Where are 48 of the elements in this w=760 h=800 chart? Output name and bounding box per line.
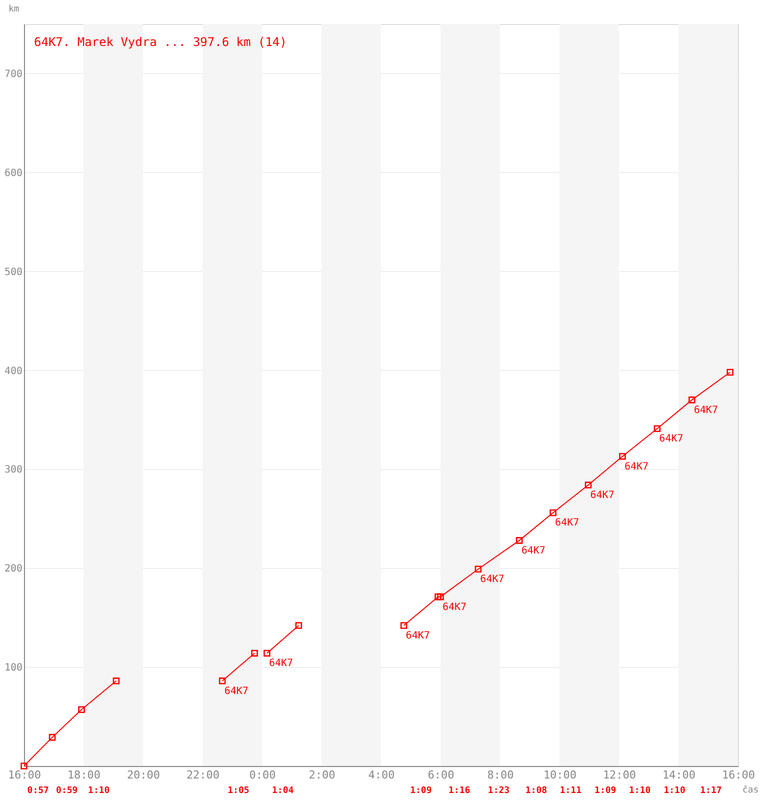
x-axis-title: čas xyxy=(742,784,759,796)
text: 1:17 xyxy=(700,786,722,796)
y-tick-label: 200 xyxy=(4,564,22,575)
y-tick-label: 700 xyxy=(4,68,22,80)
text: 64K7. Marek Vydra ... 397.6 km (14) xyxy=(34,35,287,49)
annotation: 64K7 xyxy=(590,490,614,502)
annotation: 64K7 xyxy=(694,404,718,416)
text: 0:59 xyxy=(56,786,78,796)
annotation: 64K7 xyxy=(521,545,546,556)
annotation: 64K7 xyxy=(224,686,248,697)
text: 1:16 xyxy=(448,786,470,796)
x-tick-label: 0:00 xyxy=(249,768,276,782)
x-tick-label: 8:00 xyxy=(487,768,514,782)
x-tick-label: 12:00 xyxy=(602,768,636,782)
x-tick-label: 20:00 xyxy=(126,768,160,782)
x-tick-label: 4:00 xyxy=(368,768,395,782)
y-tick-label: 500 xyxy=(4,266,22,278)
annotation: 64K7 xyxy=(624,461,649,472)
x-tick-label: 18:00 xyxy=(67,768,101,782)
x-tick-label: 10:00 xyxy=(543,768,577,782)
x-tick-label: 22:00 xyxy=(186,768,220,782)
x-tick-label: 16:00 xyxy=(8,768,42,782)
y-axis-title: km xyxy=(8,4,20,14)
text: 1:11 xyxy=(560,786,582,796)
text: 1:08 xyxy=(525,786,548,796)
x-tick-label: 16:00 xyxy=(722,768,756,782)
text: 1:04 xyxy=(272,786,294,796)
text: 1:10 xyxy=(88,786,110,796)
text: 1:09 xyxy=(410,786,432,796)
y-tick-label: 400 xyxy=(4,366,22,377)
y-tick-label: 100 xyxy=(4,662,22,674)
text: 1:10 xyxy=(628,786,651,796)
x-tick-label: 2:00 xyxy=(308,768,336,782)
annotation: 64K7 xyxy=(268,658,294,670)
text: 1:09 xyxy=(594,786,616,796)
annotation: 64K7 xyxy=(406,630,430,642)
text: 1:23 xyxy=(488,786,510,796)
annotation: 64K7 xyxy=(480,574,504,586)
text: 0:57 xyxy=(27,786,49,796)
annotation: 64K7 xyxy=(442,602,467,613)
y-tick-label: 600 xyxy=(4,168,22,179)
x-tick-label: 14:00 xyxy=(662,768,696,782)
text: 1:10 xyxy=(664,786,686,796)
text: 1:05 xyxy=(228,786,250,796)
y-tick-label: 300 xyxy=(4,464,22,476)
annotation: 64K7 xyxy=(555,518,580,529)
annotation: 64K7 xyxy=(659,434,684,445)
x-tick-label: 6:00 xyxy=(428,768,454,782)
